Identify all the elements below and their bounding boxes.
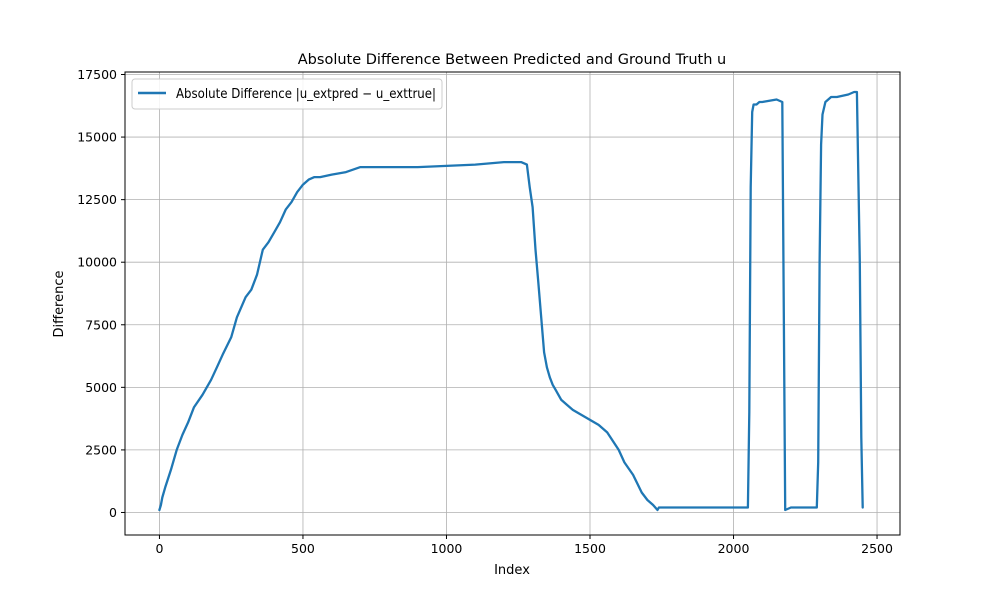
x-tick-label: 0 [155, 541, 163, 556]
series-layer [158, 90, 864, 512]
x-axis: 0 500 1000 1500 2000 2500 [155, 535, 893, 556]
y-tick-label: 10000 [77, 255, 117, 270]
x-tick-label: 2500 [861, 541, 893, 556]
chart-title: Absolute Difference Between Predicted an… [298, 52, 726, 68]
y-tick-label: 7500 [85, 317, 117, 332]
y-tick-label: 0 [109, 505, 117, 520]
x-tick-label: 1500 [574, 541, 606, 556]
y-tick-label: 2500 [85, 442, 117, 457]
y-tick-label: 15000 [77, 130, 117, 145]
y-tick-label: 12500 [77, 192, 117, 207]
x-tick-label: 2000 [718, 541, 750, 556]
y-axis: 0 2500 5000 7500 10000 12500 15000 17500 [77, 67, 125, 520]
y-tick-label: 17500 [77, 67, 117, 82]
plot-frame [124, 71, 901, 536]
series-line [158, 90, 864, 512]
legend-label: Absolute Difference |u_extpred − u_exttr… [176, 87, 436, 102]
grid-lines [125, 72, 900, 535]
x-axis-label: Index [494, 563, 530, 578]
y-tick-label: 5000 [85, 380, 117, 395]
legend-box [131, 78, 443, 110]
x-tick-label: 1000 [431, 541, 463, 556]
y-axis-label: Difference [52, 270, 67, 337]
legend: Absolute Difference |u_extpred − u_exttr… [131, 78, 443, 110]
x-tick-label: 500 [291, 541, 315, 556]
